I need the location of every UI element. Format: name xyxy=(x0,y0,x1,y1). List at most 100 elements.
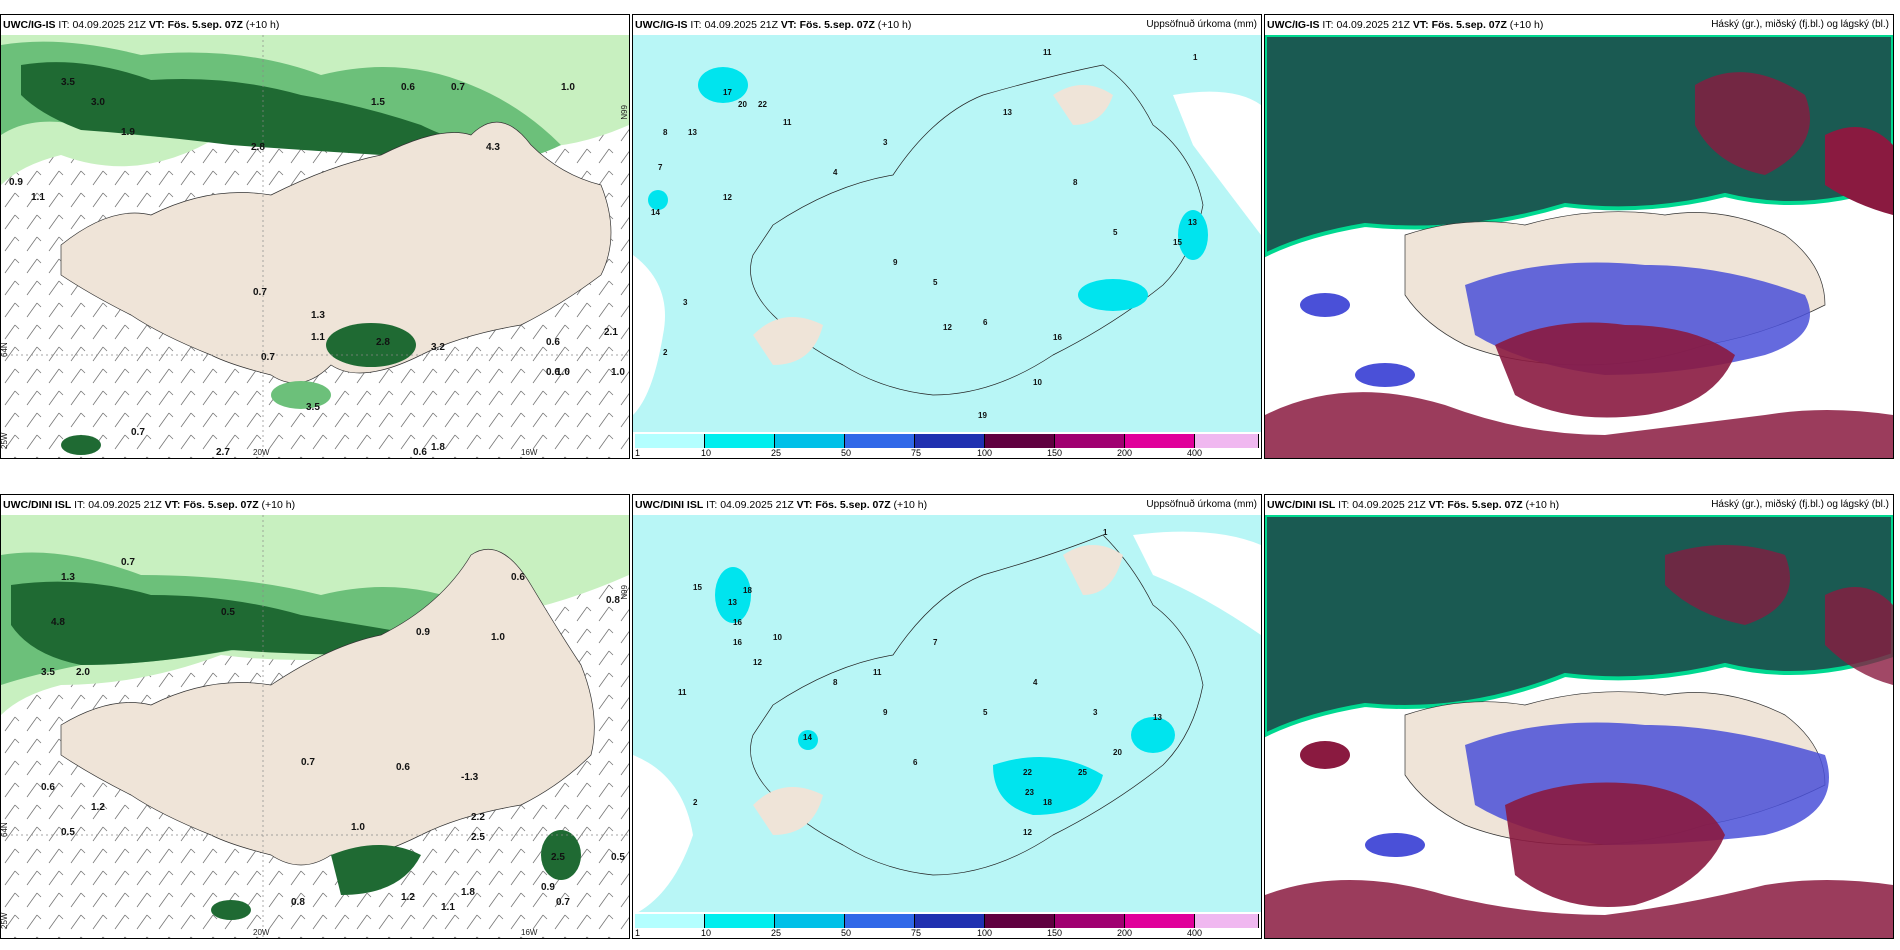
wind-cell-south xyxy=(331,845,421,895)
value-label: 4 xyxy=(1033,678,1038,687)
value-label: 1.3 xyxy=(311,310,325,321)
precip-cell xyxy=(715,567,751,623)
mid-cloud-ne xyxy=(1825,127,1893,215)
low-cloud-patch xyxy=(1355,363,1415,387)
value-label: 3.5 xyxy=(306,402,320,413)
vt-label: VT: xyxy=(780,19,797,31)
value-label: 0.9 xyxy=(416,627,430,638)
value-label: 1.2 xyxy=(91,802,105,813)
value-label: 3 xyxy=(883,138,888,147)
colorbar-segment xyxy=(635,914,705,928)
panel-title: Uppsöfnuð úrkoma (mm) xyxy=(1146,499,1257,510)
wind-map[interactable]: 4.8 3.5 2.0 1.3 0.7 0.5 0.6 0.9 1.0 0.8 … xyxy=(1,515,629,938)
value-label: 1.1 xyxy=(311,332,325,343)
value-label: 2 xyxy=(663,348,668,357)
colorbar-tick: 1 xyxy=(635,928,641,938)
colorbar-segment xyxy=(1125,914,1195,928)
axis-label: 20W xyxy=(253,448,270,457)
colorbar: 1 10 25 50 75 100 150 200 400 xyxy=(633,912,1261,938)
it-label: IT: xyxy=(1338,499,1350,511)
colorbar-tick: 50 xyxy=(841,928,852,938)
colorbar-segment xyxy=(1195,914,1259,928)
value-label: 1.2 xyxy=(401,892,415,903)
it-label: IT: xyxy=(58,19,70,31)
value-label: 7 xyxy=(933,638,938,647)
value-label: 1.8 xyxy=(431,442,445,453)
lead-time: (+10 h) xyxy=(245,19,280,31)
it-label: IT: xyxy=(690,19,702,31)
value-label: 5 xyxy=(933,278,938,287)
value-label: 6 xyxy=(913,758,918,767)
precip-map[interactable]: 17 20 22 11 13 8 7 12 14 9 5 4 6 3 2 15 … xyxy=(633,35,1261,458)
lead-time: (+10 h) xyxy=(893,499,928,511)
value-label: 0.6 xyxy=(41,782,55,793)
value-label: 0.5 xyxy=(221,607,235,618)
precip-map[interactable]: 15 18 13 12 16 10 11 14 9 8 7 6 5 4 3 2 … xyxy=(633,515,1261,938)
mid-cloud-ne xyxy=(1825,587,1893,685)
precip-cell xyxy=(1178,210,1208,260)
precip-cell xyxy=(648,190,668,210)
colorbar-tick: 75 xyxy=(911,448,922,458)
value-label: 12 xyxy=(723,193,732,202)
land-patch xyxy=(753,787,823,835)
value-label: 22 xyxy=(758,100,767,109)
value-label: 1.0 xyxy=(556,367,570,378)
land-patch xyxy=(1063,545,1123,595)
cloud-map[interactable] xyxy=(1265,35,1893,458)
colorbar-tick: 150 xyxy=(1047,928,1063,938)
panel-dini-cloud: UWC/DINI ISL IT: 04.09.2025 21Z VT: Fös.… xyxy=(1264,494,1894,939)
low-cloud-patch xyxy=(1365,833,1425,857)
value-label: 0.9 xyxy=(9,177,23,188)
precip-cell xyxy=(798,730,818,750)
colorbar-tick: 1 xyxy=(635,448,641,458)
value-label: 10 xyxy=(1033,378,1042,387)
value-label: 13 xyxy=(728,598,737,607)
value-label: 12 xyxy=(753,658,762,667)
value-label: 8 xyxy=(663,128,668,137)
panel-title: Háský (gr.), miðský (fj.bl.) og lágský (… xyxy=(1711,499,1889,510)
value-label: 12 xyxy=(1023,828,1032,837)
value-label: 3.5 xyxy=(61,77,75,88)
axis-label: 20W xyxy=(253,928,270,937)
value-label: 3.2 xyxy=(431,342,445,353)
wind-cell-east xyxy=(541,830,581,880)
value-label: 1 xyxy=(1103,528,1108,537)
colorbar-segment xyxy=(845,914,915,928)
vt-label: VT: xyxy=(148,19,165,31)
lead-time: (+10 h) xyxy=(1509,19,1544,31)
colorbar-segment xyxy=(775,914,845,928)
value-label: 8 xyxy=(1073,178,1078,187)
value-label: 4 xyxy=(833,168,838,177)
value-label: 2.8 xyxy=(251,142,265,153)
wind-map-svg: 3.5 3.0 1.9 2.8 1.5 0.6 0.7 1.0 4.3 0.9 … xyxy=(1,35,629,458)
colorbar-tick: 150 xyxy=(1047,448,1063,458)
cloud-map[interactable] xyxy=(1265,515,1893,938)
wind-band-dark xyxy=(21,62,521,166)
dry-area-ne xyxy=(1133,531,1261,635)
wind-map[interactable]: 3.5 3.0 1.9 2.8 1.5 0.6 0.7 1.0 4.3 0.9 … xyxy=(1,35,629,458)
value-label: 3 xyxy=(683,298,688,307)
value-label: 2.0 xyxy=(76,667,90,678)
mid-cloud-patch xyxy=(1300,741,1350,769)
axis-label: 66N xyxy=(619,105,628,120)
value-label: 1.1 xyxy=(31,192,45,203)
iceland-land xyxy=(60,121,612,384)
low-cloud-patch xyxy=(1300,293,1350,317)
value-label: 17 xyxy=(723,88,732,97)
value-label: 1.5 xyxy=(371,97,385,108)
cloud-map-svg xyxy=(1265,35,1893,458)
value-label: 1.0 xyxy=(491,632,505,643)
value-label: 20 xyxy=(1113,748,1122,757)
vt-label: VT: xyxy=(796,499,813,511)
precip-cell xyxy=(993,757,1103,815)
value-label: 3 xyxy=(1093,708,1098,717)
value-label: 13 xyxy=(688,128,697,137)
panel-ig-cloud: UWC/IG-IS IT: 04.09.2025 21Z VT: Fös. 5.… xyxy=(1264,14,1894,459)
value-label: 0.5 xyxy=(61,827,75,838)
colorbar-tick: 10 xyxy=(701,928,712,938)
model-name: UWC/IG-IS xyxy=(3,19,56,31)
colorbar-segment xyxy=(1125,434,1195,448)
it-time: 04.09.2025 21Z xyxy=(88,499,162,511)
panel-header: UWC/DINI ISL IT: 04.09.2025 21Z VT: Fös.… xyxy=(1265,495,1893,515)
axis-label: 66N xyxy=(619,585,628,600)
